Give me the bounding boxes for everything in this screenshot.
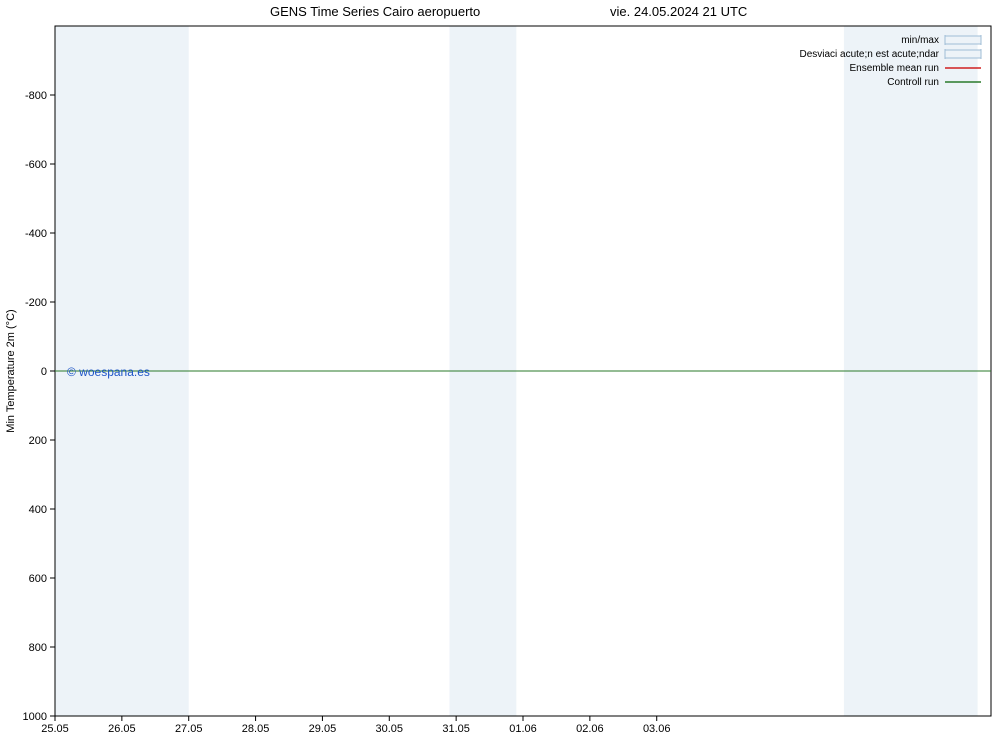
x-tick-label: 01.06 [509,723,537,733]
chart-title-left: GENS Time Series Cairo aeropuerto [270,4,480,19]
legend-label: Desviaci acute;n est acute;ndar [799,49,939,60]
x-tick-label: 30.05 [376,723,404,733]
x-tick-label: 26.05 [108,723,136,733]
chart-title-right: vie. 24.05.2024 21 UTC [610,4,747,19]
y-tick-label: -400 [25,228,47,240]
y-tick-label: -600 [25,159,47,171]
y-tick-label: 600 [29,573,47,585]
legend-label: Controll run [887,77,939,88]
legend-sample-band [945,36,981,44]
y-tick-label: 0 [41,366,47,378]
y-axis-label: Min Temperature 2m (°C) [5,309,17,432]
y-tick-label: 1000 [23,711,47,723]
x-tick-label: 28.05 [242,723,270,733]
y-tick-label: -800 [25,90,47,102]
legend-label: Ensemble mean run [850,63,940,74]
y-axis-ticks: -800 -600 -400 -200 0 200 400 600 800 1000 [23,90,55,723]
legend-sample-band [945,50,981,58]
x-tick-label: 27.05 [175,723,203,733]
x-tick-label: 03.06 [643,723,671,733]
legend-label: min/max [901,35,939,46]
timeseries-chart: GENS Time Series Cairo aeropuerto vie. 24… [0,0,1000,733]
x-axis-ticks: 25.05 26.05 27.05 28.05 29.05 30.05 31.05 01.06… [41,716,670,733]
x-tick-label: 02.06 [576,723,604,733]
y-tick-label: 400 [29,504,47,516]
x-tick-label: 31.05 [442,723,470,733]
y-tick-label: 200 [29,435,47,447]
chart-container: GENS Time Series Cairo aeropuerto vie. 24… [0,0,1000,733]
x-tick-label: 29.05 [309,723,337,733]
watermark-text: © woespana.es [67,365,150,379]
y-tick-label: 800 [29,642,47,654]
x-tick-label: 25.05 [41,723,69,733]
y-tick-label: -200 [25,297,47,309]
